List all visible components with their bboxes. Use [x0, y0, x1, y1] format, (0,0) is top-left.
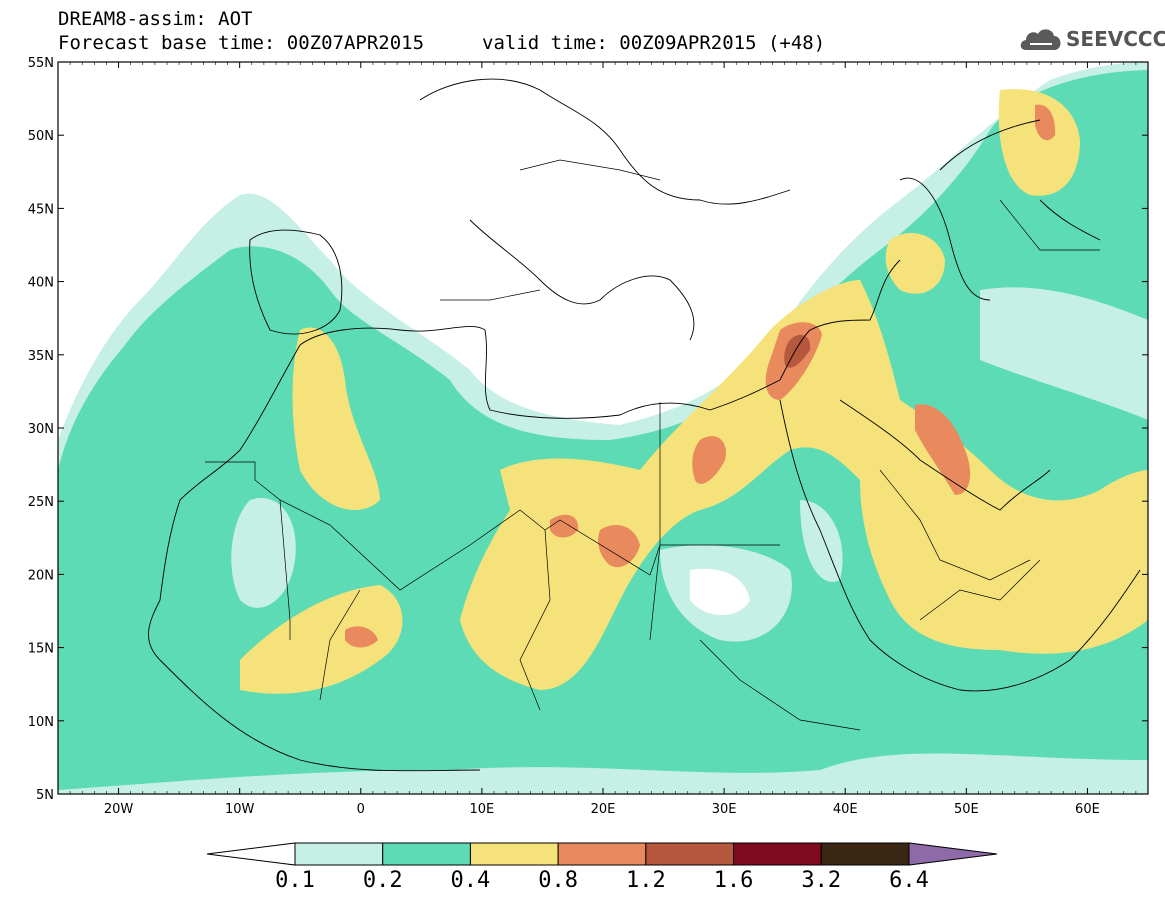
lat-label: 30N [28, 422, 54, 437]
lon-label: 40E [833, 802, 858, 817]
lat-label: 20N [28, 568, 54, 583]
cloud-icon [1020, 29, 1061, 50]
colorbar-label: 0.1 [275, 868, 315, 893]
aot-band-0.4 [292, 327, 380, 510]
lon-label: 50E [954, 802, 979, 817]
lat-label: 50N [28, 129, 54, 144]
map-title: DREAM8-assim: AOT [58, 8, 253, 30]
valid-time: valid time: 00Z09APR2015 (+48) [482, 32, 826, 54]
colorbar-segment [733, 842, 822, 866]
colorbar-label: 0.4 [450, 868, 491, 893]
colorbar-segment [820, 842, 910, 866]
colorbar-segment [294, 842, 384, 866]
lon-label: 20E [591, 802, 616, 817]
aot-low-patch [690, 568, 750, 615]
aot-band-0.8 [550, 514, 579, 538]
colorbar-segment [645, 842, 735, 866]
lon-label: 0 [357, 802, 365, 817]
borders [205, 159, 1100, 731]
aot-band-0.8 [598, 525, 640, 568]
aot-band-0.8 [915, 404, 971, 495]
colorbar-segment [469, 842, 559, 866]
aot-band-0.8 [345, 626, 378, 648]
aot-low-patch [231, 498, 296, 608]
aot-band-0.8 [1035, 104, 1056, 141]
base-time: Forecast base time: 00Z07APR2015 [58, 32, 425, 54]
lat-label: 5N [36, 788, 54, 803]
lat-label: 35N [28, 349, 54, 364]
aot-band-0.8 [692, 436, 726, 484]
coastlines [148, 78, 1141, 772]
axis-ticks: 55N 50N 45N 40N 35N 30N 25N 20N 15N 10N 5N 20W 10W 0 1… [28, 56, 1148, 817]
aot-low-patch [980, 287, 1148, 420]
colorbar-label: 0.2 [362, 868, 403, 893]
lat-label: 45N [28, 202, 54, 217]
lat-label: 55N [28, 56, 54, 71]
lat-label: 15N [28, 642, 54, 657]
colorbar-label: 1.2 [625, 868, 666, 893]
aot-band-0.4 [240, 585, 403, 694]
colorbar-under [206, 842, 296, 866]
lon-label: 30E [712, 802, 737, 817]
lon-label: 10W [225, 802, 255, 817]
colorbar-label: 1.6 [713, 868, 754, 893]
colorbar-label: 6.4 [889, 868, 929, 893]
colorbar-label: 3.2 [801, 868, 842, 893]
logo-text: SEEVCCC [1066, 27, 1165, 51]
aot-contours [58, 62, 1148, 794]
colorbar [206, 842, 998, 866]
lat-label: 10N [28, 715, 54, 730]
lat-label: 40N [28, 276, 54, 291]
lat-label: 25N [28, 495, 54, 510]
aot-band-0.4 [998, 89, 1080, 196]
lon-label: 20W [104, 802, 134, 817]
colorbar-segment [557, 842, 647, 866]
colorbar-over [908, 842, 998, 866]
lon-label: 10E [470, 802, 495, 817]
lon-label: 60E [1075, 802, 1100, 817]
aot-band-0.4 [885, 232, 945, 294]
colorbar-label: 0.8 [538, 868, 579, 893]
aot-band-0.4 [460, 280, 1148, 690]
time-info: Forecast base time: 00Z07APR2015 valid ti… [58, 32, 825, 54]
colorbar-segment [382, 842, 471, 866]
seevccc-logo: SEEVCCC [1018, 24, 1165, 54]
